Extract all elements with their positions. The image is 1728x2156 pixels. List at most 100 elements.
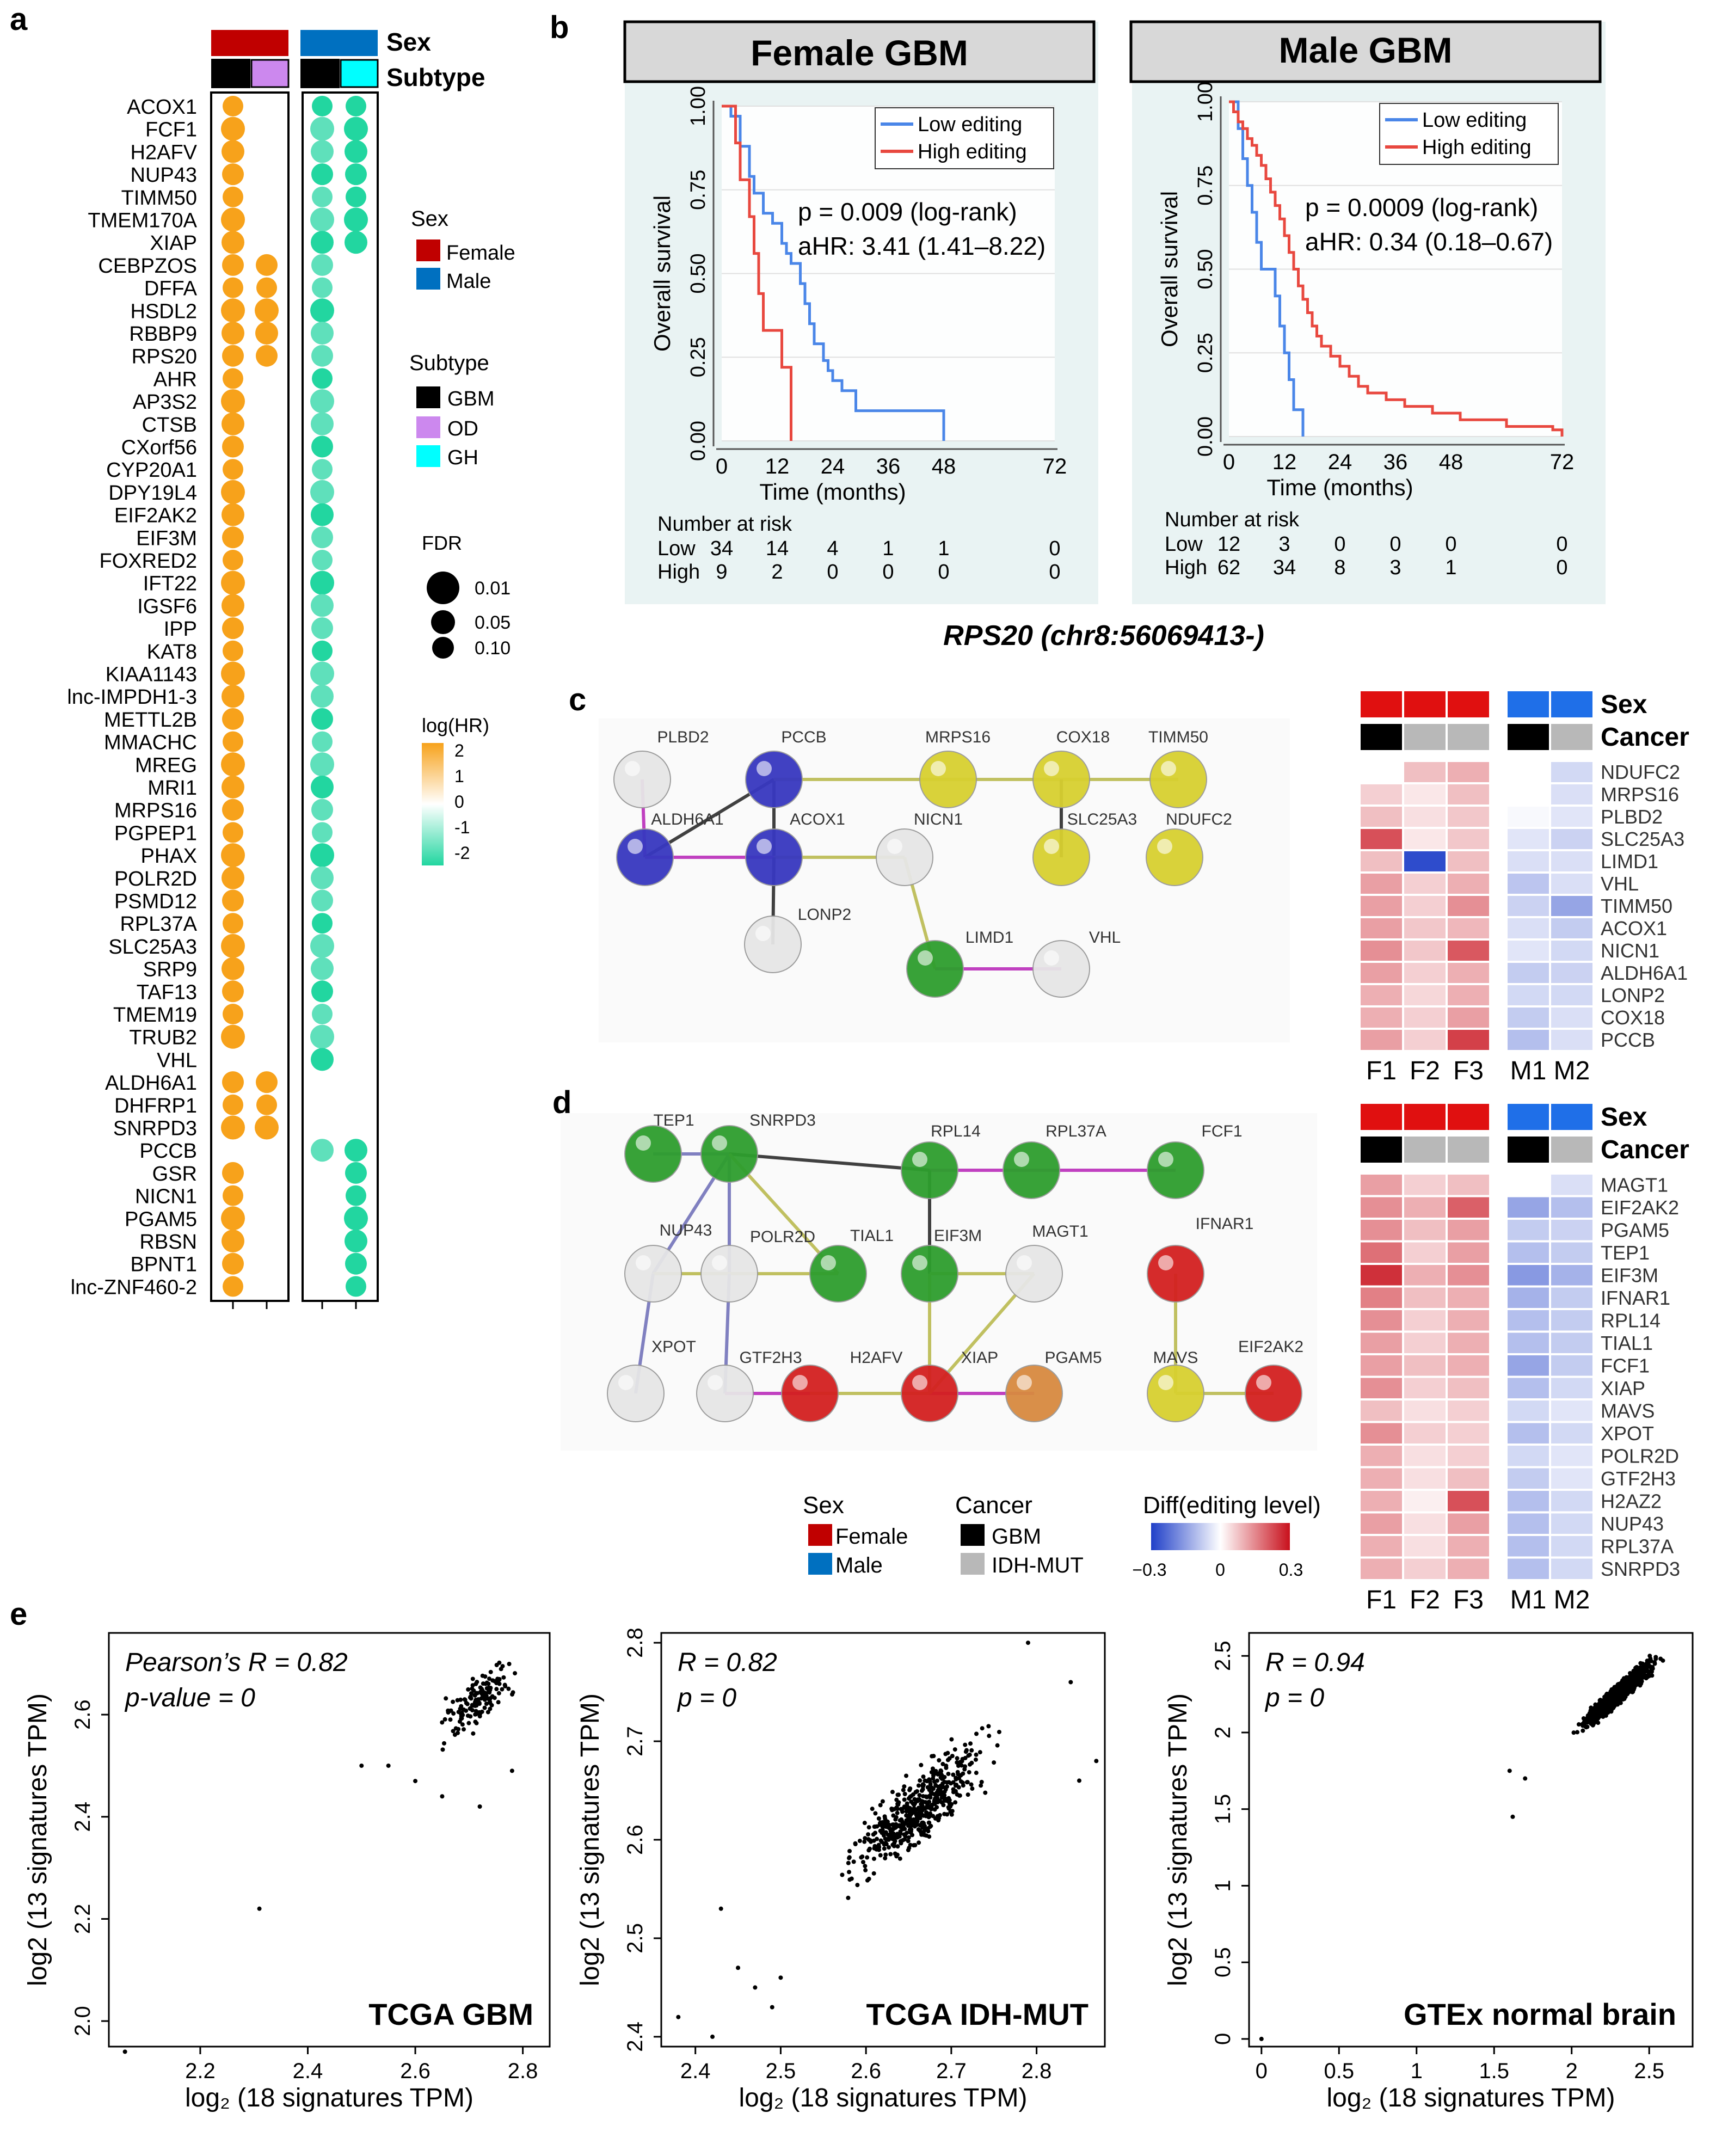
sex-bar-female — [211, 30, 288, 56]
dot-female-gbm — [222, 526, 244, 549]
scatter-point — [875, 1845, 880, 1850]
network-node-label: PGAM5 — [1044, 1349, 1102, 1367]
heat-row-label: SNRPD3 — [1601, 1558, 1680, 1580]
gene-label: CYP20A1 — [106, 459, 197, 482]
heat-cell — [1508, 762, 1549, 782]
heat-cell — [1508, 1401, 1549, 1421]
km-risk-high: 3 — [1389, 556, 1401, 579]
dot-male-gbm — [311, 957, 334, 980]
scatter-point — [470, 1683, 475, 1688]
scatter-point — [956, 1772, 961, 1777]
scatter-point — [448, 1717, 453, 1722]
scatter-point — [920, 1832, 925, 1837]
network-node-label: MRPS16 — [925, 728, 991, 746]
heat-cell — [1404, 851, 1446, 871]
scatter-point — [992, 1760, 997, 1765]
scatter-point — [887, 1845, 891, 1850]
km-xtick: 12 — [765, 454, 790, 478]
heat-cell — [1551, 918, 1592, 938]
node-highlight — [636, 1255, 651, 1270]
dot-female-gbm — [221, 480, 245, 504]
scatter-point — [880, 1799, 885, 1804]
scatter-point — [918, 1816, 923, 1821]
scatter-point — [452, 1733, 457, 1737]
dot-male-gbm — [311, 231, 334, 254]
heat-cell — [1361, 1008, 1402, 1028]
dot-male-gbm — [311, 1139, 334, 1162]
scatter-point — [947, 1801, 952, 1806]
legend-d-male-swatch — [808, 1553, 832, 1575]
network-node — [1032, 940, 1090, 998]
scatter-xtick: 2.7 — [936, 2059, 967, 2083]
scatter-point — [909, 1793, 914, 1798]
heat-cell — [1361, 1536, 1402, 1557]
panel-label-b: b — [550, 10, 569, 45]
heat-cell — [1448, 1378, 1489, 1398]
dot-female-gbm — [223, 1276, 243, 1297]
gene-label: SLC25A3 — [108, 936, 197, 959]
heat-cell — [1361, 1220, 1402, 1240]
scatter-xtick: 2.8 — [508, 2059, 538, 2083]
km-risk-low-label: Low — [657, 537, 696, 560]
heat-cell — [1551, 1513, 1592, 1534]
scatter-ylabel: log2 (13 signatures TPM) — [23, 1693, 52, 1986]
dot-female-gbm — [223, 1185, 243, 1206]
heat-cell — [1361, 851, 1402, 871]
scatter-point — [1589, 1721, 1594, 1726]
dot-male-gh — [345, 1162, 367, 1184]
scatter-point — [891, 1836, 896, 1841]
heat-cell — [1551, 1446, 1592, 1466]
legend-male: Male — [446, 270, 491, 293]
heat-cell — [1551, 1265, 1592, 1286]
dot-male-gh — [344, 116, 368, 141]
network-node-label: XPOT — [651, 1338, 696, 1356]
gene-label: H2AFV — [131, 141, 198, 164]
heat-row-label: PLBD2 — [1601, 806, 1663, 828]
node-highlight — [1256, 1375, 1271, 1390]
scatter-point — [902, 1832, 907, 1837]
scatter-point — [953, 1800, 958, 1805]
scatter-point — [969, 1760, 974, 1765]
subtype-gbm-female — [211, 59, 250, 88]
dot-male-gbm — [311, 866, 334, 889]
network-node-label: MAVS — [1153, 1349, 1198, 1367]
scatter-point — [507, 1662, 512, 1667]
km-xlabel: Time (months) — [1266, 475, 1413, 500]
diff-tick-min: −0.3 — [1132, 1560, 1166, 1580]
scatter-point — [888, 1829, 893, 1834]
heat-cell — [1448, 1558, 1489, 1579]
heat-cell — [1448, 1423, 1489, 1444]
gene-label: POLR2D — [114, 868, 197, 890]
dot-female-gbm — [222, 617, 244, 640]
heat-cell — [1404, 963, 1446, 983]
scatter-point — [456, 1727, 461, 1731]
scatter-point — [470, 1703, 475, 1707]
network-node — [901, 1245, 958, 1303]
dot-female-gbm — [222, 254, 244, 276]
km-xtick: 24 — [821, 454, 845, 478]
scatter-point — [846, 1895, 851, 1900]
heat-cell — [1508, 1491, 1549, 1512]
heat-cell — [1404, 1197, 1446, 1218]
scatter-point — [962, 1764, 967, 1769]
dot-male-gbm — [312, 186, 333, 207]
heat-cell — [1448, 1287, 1489, 1308]
scatter-point — [904, 1773, 909, 1778]
scatter-ytick: 2.7 — [623, 1726, 647, 1756]
scatter-ytick: 2.4 — [71, 1802, 95, 1832]
scatter-point — [895, 1807, 900, 1811]
scatter-point — [862, 1839, 867, 1844]
dot-female-od — [256, 277, 277, 298]
scatter-point — [908, 1829, 913, 1834]
node-highlight — [1158, 1255, 1173, 1270]
dot-female-gbm — [223, 96, 243, 116]
scatter-point — [451, 1711, 456, 1716]
heat-cell — [1404, 1423, 1446, 1444]
scatter-point — [926, 1805, 931, 1810]
heat-sex-label: Sex — [1601, 1103, 1647, 1132]
dot-male-gh — [345, 1139, 367, 1162]
scatter-point — [966, 1792, 970, 1797]
scatter-point — [477, 1804, 482, 1809]
scatter-title: TCGA IDH-MUT — [866, 1997, 1089, 2031]
scatter-ytick: 2.5 — [1211, 1641, 1235, 1671]
